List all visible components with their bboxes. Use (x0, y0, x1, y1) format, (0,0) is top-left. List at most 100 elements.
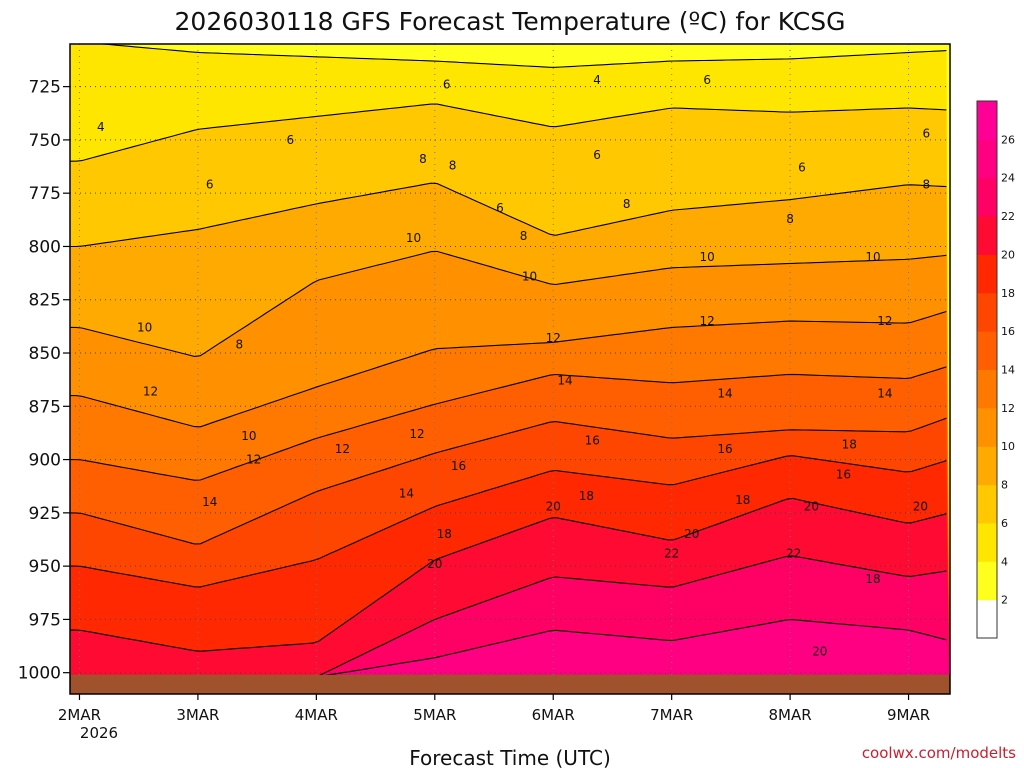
colorbar-label: 16 (1001, 325, 1015, 338)
chart-title: 2026030118 GFS Forecast Temperature (ºC)… (175, 7, 846, 36)
isotherm-18 (70, 455, 947, 588)
grid-lines (70, 44, 950, 694)
contour-label: 14 (717, 387, 732, 401)
x-axis-label: Forecast Time (UTC) (409, 746, 611, 768)
contour-label: 14 (399, 487, 414, 501)
contour-label: 10 (522, 269, 537, 283)
contour-label: 6 (922, 127, 930, 141)
colorbar-label: 10 (1001, 440, 1015, 453)
contour-label: 12 (335, 442, 350, 456)
colorbar-label: 26 (1001, 133, 1015, 146)
x-axis: 2MAR 3MAR 4MAR 5MAR 6MAR 7MAR 8MAR 9MAR (58, 694, 930, 724)
contour-label: 22 (664, 546, 679, 560)
contour-label: 12 (700, 314, 715, 328)
isotherm-14 (70, 366, 947, 481)
x-tick-label: 8MAR (769, 706, 812, 724)
colorbar-label: 4 (1001, 555, 1008, 568)
colorbar-swatch (977, 561, 997, 601)
contour-label: 6 (496, 201, 504, 215)
contour-label: 4 (593, 73, 601, 87)
y-tick-label: 900 (29, 451, 61, 471)
contour-label: 10 (865, 250, 880, 264)
contour-label: 18 (842, 438, 857, 452)
contour-label: 14 (202, 495, 217, 509)
colorbar-swatch (977, 254, 997, 294)
y-tick-label: 750 (29, 131, 61, 151)
contour-label: 12 (546, 331, 561, 345)
contour-label: 12 (877, 314, 892, 328)
isotherm-20 (70, 497, 947, 652)
credit-link[interactable]: coolwx.com/modelts (862, 744, 1016, 762)
y-tick-label: 725 (29, 78, 61, 98)
contour-label: 8 (786, 212, 794, 226)
colorbar-swatch (977, 216, 997, 255)
x-tick-label: 7MAR (650, 706, 693, 724)
contour-label: 6 (443, 77, 451, 91)
contour-label: 10 (406, 231, 421, 245)
y-tick-label: 875 (29, 397, 61, 417)
contour-label: 6 (798, 161, 806, 175)
colorbar-swatch (977, 522, 997, 562)
contour-label: 18 (579, 489, 594, 503)
contour-label: 4 (97, 120, 105, 134)
colorbar-label: 24 (1001, 172, 1015, 185)
colorbar-frame (976, 100, 998, 639)
colorbar-label: 8 (1001, 479, 1008, 492)
colorbar-swatch (977, 446, 997, 486)
isotherm-8 (70, 182, 947, 248)
contour-label: 8 (449, 158, 457, 172)
colorbar-label: 18 (1001, 287, 1015, 300)
contour-label: 6 (703, 73, 711, 87)
y-tick-label: 1000 (18, 664, 61, 684)
x-tick-label: 2MAR (58, 706, 101, 724)
contour-label: 20 (684, 527, 699, 541)
x-sublabel: 2026 (80, 724, 118, 742)
isotherm-16 (70, 417, 947, 545)
colorbar-swatch (977, 177, 997, 217)
colorbar-label: 14 (1001, 364, 1015, 377)
y-tick-label: 850 (29, 344, 61, 364)
y-tick-label: 975 (29, 610, 61, 630)
contour-label: 10 (241, 429, 256, 443)
isotherm-lines (70, 44, 947, 678)
contour-label: 8 (922, 178, 930, 192)
isotherm-6 (70, 103, 947, 162)
contour-label: 20 (804, 499, 819, 513)
colorbar-label: 2 (1001, 594, 1008, 607)
contour-label: 12 (409, 427, 424, 441)
contour-label: 6 (206, 178, 214, 192)
colorbar-swatch (977, 369, 997, 409)
x-tick-label: 4MAR (295, 706, 338, 724)
plot-area: 4 4 6 6 6 6 6 6 6 6 8 8 8 8 8 8 8 10 10 10 10 10 10 12 12 12 12 12 1… (70, 44, 950, 694)
temperature-bands (70, 44, 950, 694)
contour-label: 12 (246, 453, 261, 467)
y-axis: 725 750 775 800 825 850 875 900 925 950 975 1000 (18, 78, 70, 684)
x-tick-label: 9MAR (887, 706, 930, 724)
colorbar-swatch (977, 599, 997, 639)
contour-label: 20 (546, 499, 561, 513)
contour-label: 16 (451, 459, 466, 473)
x-tick-label: 6MAR (532, 706, 575, 724)
contour-label: 14 (557, 374, 572, 388)
x-tick-label: 3MAR (176, 706, 219, 724)
colorbar-label: 6 (1001, 517, 1008, 530)
contour-label: 8 (623, 197, 631, 211)
contour-label: 18 (437, 527, 452, 541)
colorbar-label: 22 (1001, 210, 1015, 223)
contour-label: 18 (865, 572, 880, 586)
plot-frame (69, 43, 951, 695)
ground-surface (70, 674, 950, 694)
contour-label: 16 (717, 442, 732, 456)
y-tick-label: 800 (29, 237, 61, 257)
y-tick-label: 825 (29, 291, 61, 311)
contour-label: 10 (137, 320, 152, 334)
contour-label: 16 (836, 467, 851, 481)
contour-label: 6 (286, 133, 294, 147)
contour-label: 20 (812, 644, 827, 658)
contour-label: 12 (143, 384, 158, 398)
contour-label: 22 (786, 546, 801, 560)
colorbar-swatch (977, 331, 997, 370)
isotherm-4 (97, 44, 947, 68)
